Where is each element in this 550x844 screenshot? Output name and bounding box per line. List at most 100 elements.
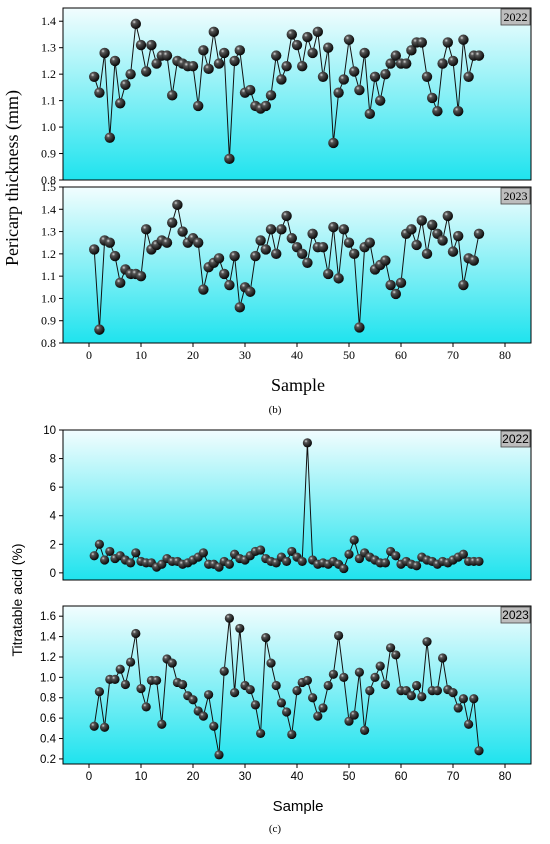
data-point: [317, 241, 329, 253]
data-point: [339, 563, 349, 574]
data-point: [474, 556, 484, 567]
x-tick-label: 60: [395, 348, 407, 362]
data-point: [380, 679, 390, 690]
data-point: [167, 217, 178, 228]
y-tick-label: 1.4: [41, 202, 56, 216]
data-point: [416, 215, 427, 226]
data-point: [334, 630, 344, 641]
data-point: [100, 722, 110, 732]
data-point: [110, 674, 120, 684]
data-point: [380, 558, 390, 568]
data-point: [250, 250, 261, 262]
data-point: [338, 224, 349, 235]
data-point: [131, 628, 141, 639]
data-point: [224, 613, 234, 623]
data-point: [438, 653, 448, 663]
plot-frame: [62, 186, 532, 344]
data-point: [323, 42, 334, 53]
data-point: [100, 555, 110, 565]
x-tick-label: 50: [343, 771, 356, 783]
data-point: [219, 666, 229, 676]
data-point: [193, 100, 204, 112]
chart-panel-b-2023: 0.8 0.9 1.0 1.1 1.2 1.3 1.4 1.5 0 10 20 30 40 50 60 70 8…: [41, 180, 532, 362]
data-point: [250, 700, 260, 710]
data-point: [390, 288, 401, 300]
x-axis-label-b: Sample: [271, 375, 325, 395]
data-point: [286, 233, 297, 244]
x-tick-label: 0: [86, 348, 92, 362]
data-point: [302, 257, 313, 268]
data-point: [473, 228, 485, 239]
data-point: [94, 539, 104, 549]
data-point: [265, 90, 277, 101]
data-point: [473, 50, 485, 61]
data-point: [349, 710, 359, 720]
y-tick-label: 1.1: [41, 94, 56, 108]
data-point: [125, 68, 136, 80]
data-point: [375, 661, 385, 671]
x-tick-label: 0: [86, 771, 92, 783]
data-point: [359, 47, 370, 59]
data-point: [286, 29, 297, 40]
data-point: [276, 224, 287, 235]
data-point: [395, 277, 407, 289]
year-badge: [500, 8, 531, 26]
data-point: [265, 224, 277, 235]
data-point: [213, 58, 225, 69]
y-tick-label: 0.4: [40, 734, 57, 746]
data-point: [406, 45, 417, 56]
year-badge-label: 2022: [504, 10, 528, 24]
data-point: [375, 95, 386, 106]
data-point: [406, 691, 416, 701]
data-point: [391, 551, 401, 561]
y-tick-label: 1.0: [40, 672, 56, 684]
data-point: [105, 546, 115, 557]
data-point: [245, 286, 256, 297]
data-point: [99, 47, 110, 59]
data-point: [261, 633, 271, 643]
figure-label-b: (b): [269, 404, 282, 416]
data-point: [245, 684, 255, 695]
data-point: [152, 675, 162, 686]
data-point: [458, 694, 468, 704]
y-tick-label: 1.2: [40, 652, 56, 664]
data-point: [151, 58, 162, 69]
data-point: [349, 248, 360, 260]
chart-panel-c-2022: 0 2 4 6 8 10 2022: [43, 425, 532, 581]
data-point: [360, 725, 370, 735]
data-point: [307, 47, 318, 59]
data-point: [458, 549, 468, 559]
data-point: [412, 680, 422, 691]
data-point: [271, 248, 282, 260]
data-point: [255, 235, 266, 246]
x-tick-label: 60: [395, 771, 408, 783]
figure-label-c: (c): [269, 823, 282, 835]
data-point: [94, 324, 105, 335]
data-point: [214, 750, 224, 760]
data-point: [135, 270, 147, 282]
y-tick-label: 1.3: [41, 41, 56, 55]
data-point: [94, 87, 105, 98]
data-point: [354, 84, 365, 96]
data-point: [458, 279, 469, 291]
chart-panel-b-2022: 0.8 0.9 1.0 1.1 1.2 1.3 1.4 2022: [41, 7, 532, 187]
year-badge-label: 2023: [504, 189, 528, 203]
data-point: [89, 721, 99, 731]
data-point: [167, 658, 177, 668]
y-tick-label: 0.9: [41, 314, 56, 328]
data-point: [89, 71, 100, 83]
data-point: [229, 55, 240, 67]
data-point: [380, 255, 391, 266]
y-tick-label: 0.2: [40, 754, 56, 766]
x-tick-label: 50: [343, 348, 355, 362]
data-point: [104, 132, 116, 143]
data-point: [333, 87, 344, 98]
x-tick-label: 30: [239, 348, 251, 362]
data-point: [328, 669, 338, 679]
data-point: [364, 108, 375, 120]
data-point: [344, 716, 354, 726]
data-point: [354, 322, 365, 333]
y-tick-label: 0.8: [41, 336, 56, 350]
data-point: [167, 90, 178, 101]
